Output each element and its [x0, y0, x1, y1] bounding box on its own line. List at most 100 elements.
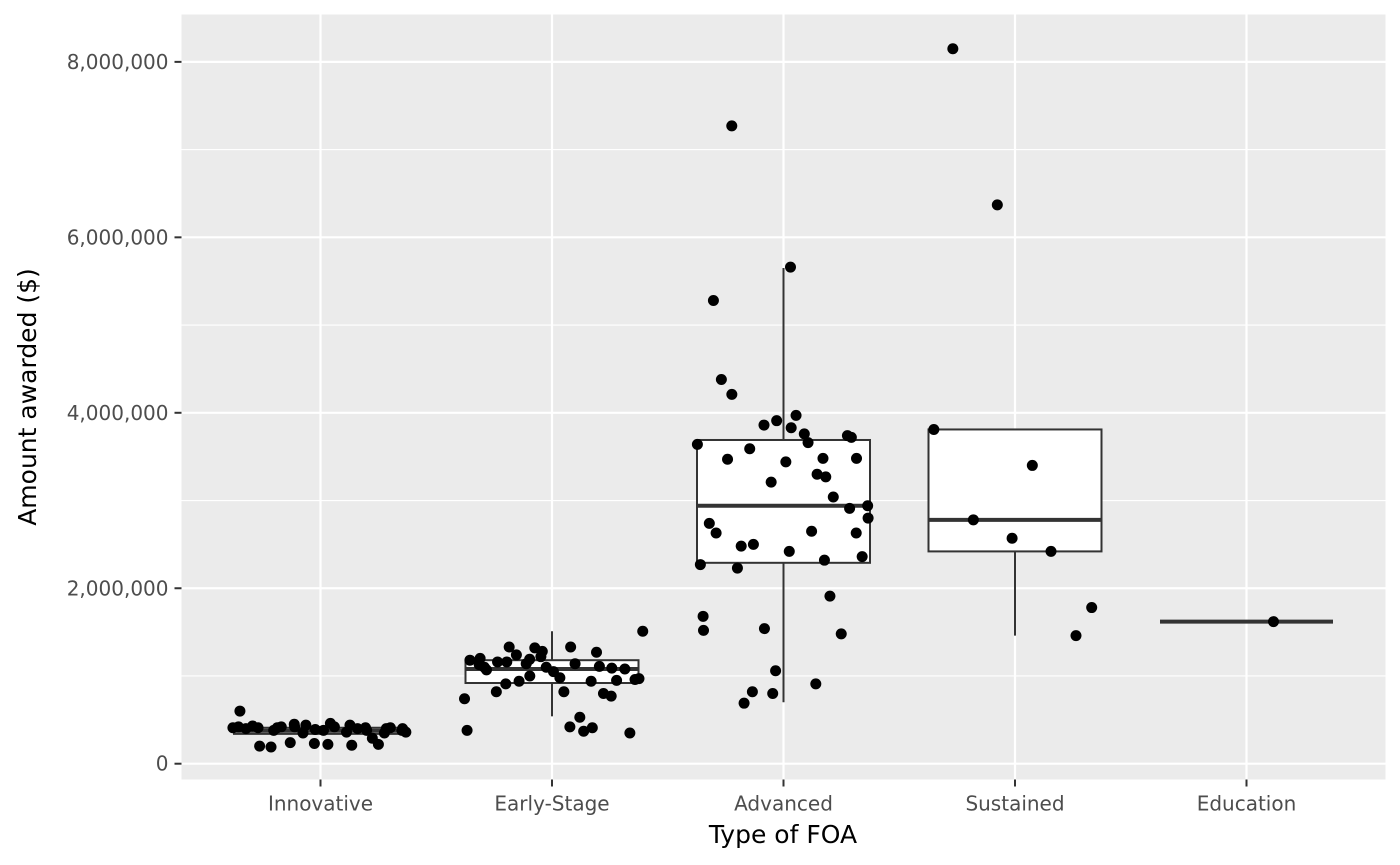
- data-point: [480, 664, 492, 676]
- data-point: [524, 670, 536, 682]
- data-point: [360, 722, 372, 734]
- data-point: [578, 725, 590, 737]
- data-point: [317, 724, 329, 736]
- y-tick-label: 4,000,000: [67, 401, 169, 425]
- data-point: [710, 527, 722, 539]
- data-point: [513, 675, 525, 687]
- data-point: [309, 723, 321, 735]
- data-point: [818, 554, 830, 566]
- data-point: [790, 409, 802, 421]
- data-point: [780, 456, 792, 468]
- box-iqr: [927, 428, 1103, 553]
- x-axis: Innovative Early-Stage Advanced Sustained Ed…: [268, 779, 1297, 816]
- data-point: [747, 538, 759, 550]
- data-point: [619, 663, 631, 675]
- data-point: [300, 719, 312, 731]
- data-point: [536, 645, 548, 657]
- x-tick-label: Early-Stage: [494, 792, 609, 816]
- data-point: [265, 741, 277, 753]
- data-point: [851, 452, 863, 464]
- data-point: [1070, 630, 1082, 642]
- data-point: [784, 261, 796, 273]
- data-point: [586, 722, 598, 734]
- data-point: [461, 724, 473, 736]
- data-point: [1045, 545, 1057, 557]
- data-point: [234, 705, 246, 717]
- data-point: [591, 646, 603, 658]
- data-point: [798, 428, 810, 440]
- data-point: [384, 722, 396, 734]
- data-point: [254, 740, 266, 752]
- data-point: [554, 672, 566, 684]
- data-point: [510, 649, 522, 661]
- data-point: [501, 656, 513, 668]
- data-point: [850, 527, 862, 539]
- data-point: [947, 43, 959, 55]
- y-axis: 0 2,000,000 4,000,000 6,000,000 8,000,000: [67, 50, 182, 776]
- data-point: [574, 711, 586, 723]
- data-point: [835, 628, 847, 640]
- data-point: [817, 452, 829, 464]
- data-point: [252, 722, 264, 734]
- data-point: [284, 737, 296, 749]
- data-point: [524, 653, 536, 665]
- data-point: [715, 373, 727, 385]
- data-point: [569, 658, 581, 670]
- data-point: [611, 674, 623, 686]
- data-point: [758, 419, 770, 431]
- x-tick-label: Innovative: [268, 792, 373, 816]
- data-point: [722, 453, 734, 465]
- data-point: [802, 437, 814, 449]
- data-point: [820, 471, 832, 483]
- data-point: [691, 438, 703, 450]
- data-point: [1006, 532, 1018, 544]
- data-point: [585, 675, 597, 687]
- data-point: [308, 738, 320, 750]
- data-point: [624, 727, 636, 739]
- data-point: [928, 423, 940, 435]
- data-point: [738, 697, 750, 709]
- data-point: [726, 388, 738, 400]
- data-point: [770, 665, 782, 677]
- data-point: [765, 476, 777, 488]
- data-point: [806, 525, 818, 537]
- data-point: [1086, 602, 1098, 614]
- data-point: [735, 540, 747, 552]
- data-point: [845, 431, 857, 443]
- data-point: [811, 468, 823, 480]
- y-tick-label: 6,000,000: [67, 225, 169, 249]
- data-point: [593, 660, 605, 672]
- data-point: [758, 623, 770, 635]
- data-point: [346, 739, 358, 751]
- data-point: [771, 415, 783, 427]
- data-point: [289, 721, 301, 733]
- data-point: [824, 590, 836, 602]
- data-point: [697, 610, 709, 622]
- data-point: [633, 673, 645, 685]
- y-tick-label: 8,000,000: [67, 50, 169, 74]
- data-point: [500, 678, 512, 690]
- x-tick-label: Education: [1197, 792, 1297, 816]
- data-point: [459, 693, 471, 705]
- data-point: [703, 517, 715, 529]
- data-point: [726, 120, 738, 132]
- box-sustained: [927, 428, 1103, 636]
- data-point: [606, 662, 618, 674]
- x-axis-title: Type of FOA: [708, 820, 857, 849]
- data-point: [464, 654, 476, 666]
- data-point: [400, 726, 412, 738]
- data-point: [474, 652, 486, 664]
- data-point: [275, 721, 287, 733]
- data-point: [744, 443, 756, 455]
- data-point: [810, 678, 822, 690]
- data-point: [322, 738, 334, 750]
- y-tick-label: 0: [156, 752, 169, 776]
- data-point: [490, 686, 502, 698]
- data-point: [844, 502, 856, 514]
- data-point: [698, 624, 710, 636]
- data-point: [564, 721, 576, 733]
- data-point: [731, 562, 743, 574]
- data-point: [783, 545, 795, 557]
- data-point: [967, 514, 979, 526]
